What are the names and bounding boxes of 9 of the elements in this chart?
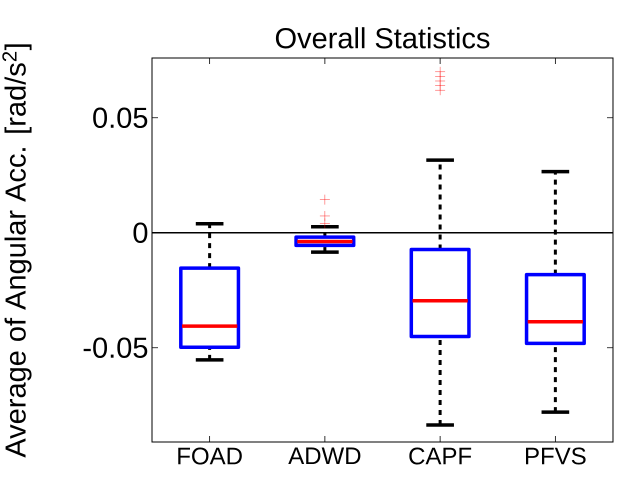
chart-title: Overall Statistics: [276, 27, 490, 48]
y-tick-label: 0.05: [93, 108, 148, 128]
y-tick-label: -0.05: [84, 337, 148, 358]
y-tick-label: 0: [133, 222, 148, 244]
x-tick-label: CAPF: [409, 448, 472, 465]
x-tick-label: ADWD: [288, 448, 360, 464]
x-tick-label: PFVS: [526, 448, 586, 465]
x-tick-label: FOAD: [178, 448, 242, 465]
y-axis-title: Average of Angular Acc. [rad/s$^{2}$]: [2, 44, 32, 458]
